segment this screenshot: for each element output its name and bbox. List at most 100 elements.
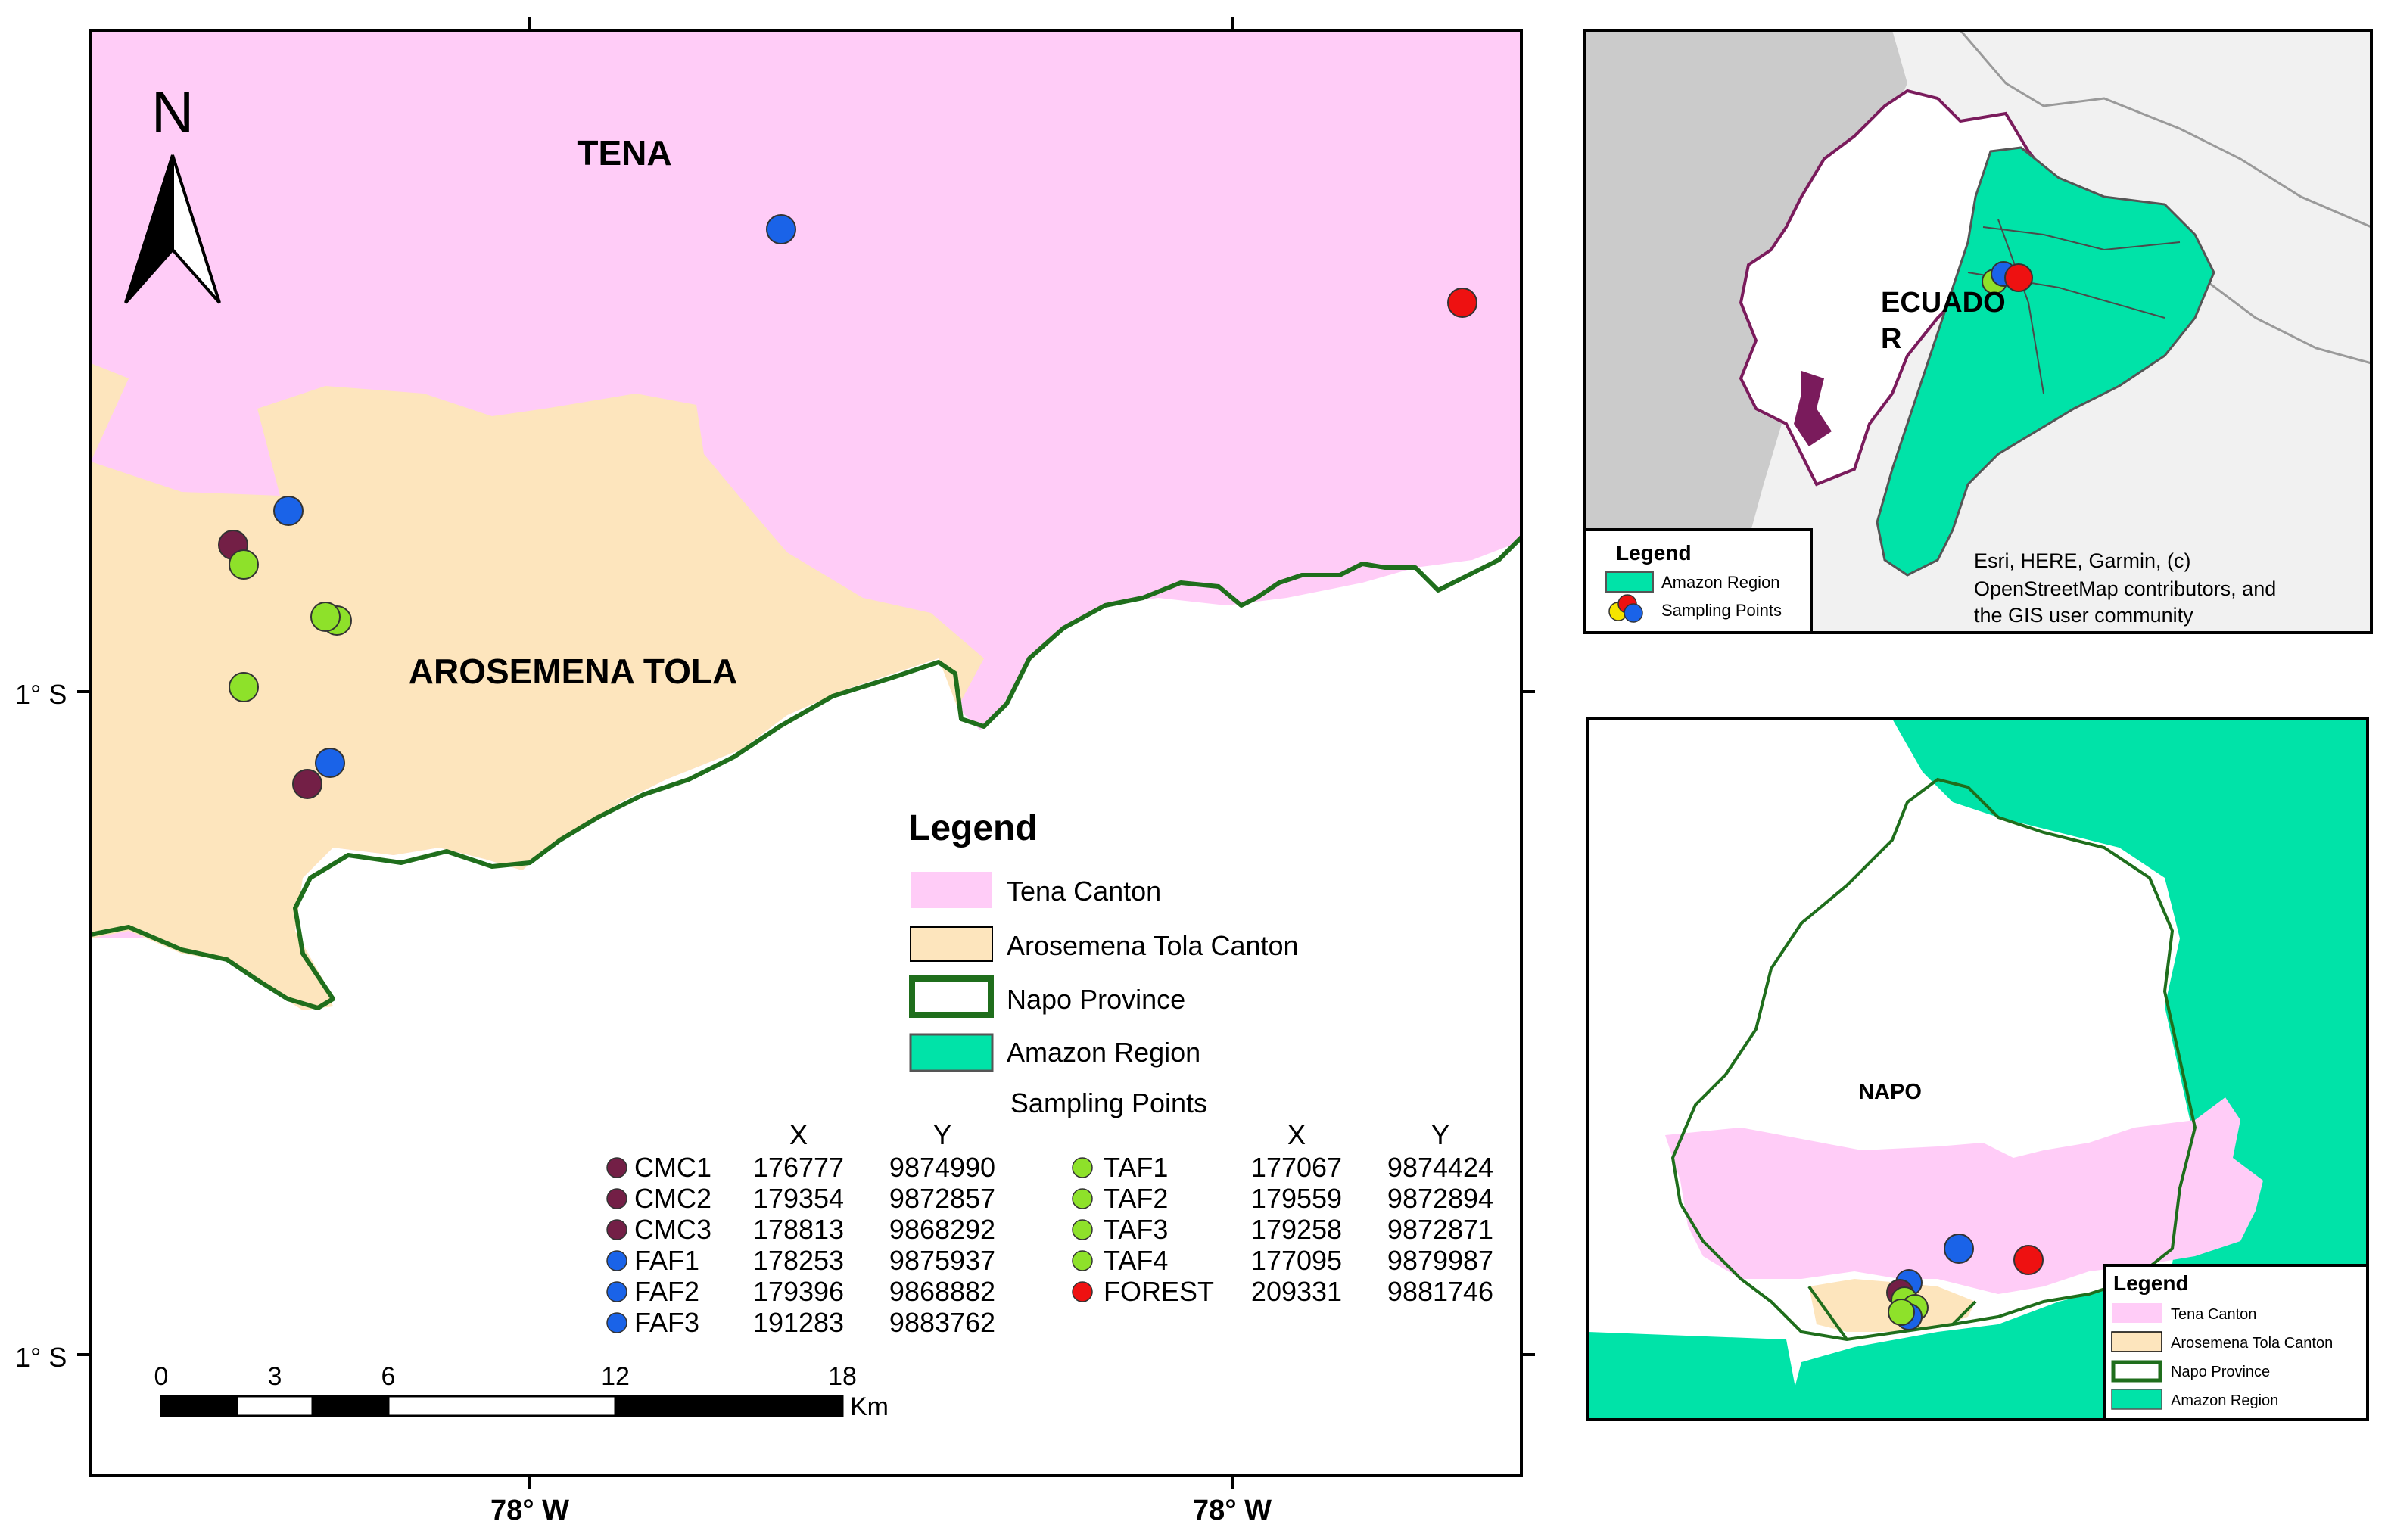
sample-point-taf1 [229,549,259,580]
tena-label: TENA [577,133,671,173]
legend-point-marker-cmc2 [606,1188,627,1209]
sample-point-faf2 [315,748,345,778]
napo-point-forest [2013,1245,2044,1275]
longitude-label-2: 78° W [1193,1495,1272,1526]
sampling-table-left: CMC1 176777 9874990 CMC2 179354 9872857 CMC3 17… [606,1152,995,1338]
ecuador-point-forest [2004,263,2033,292]
legend-point-y-cmc1: 9874990 [889,1152,995,1183]
legend-point-x-cmc2: 179354 [753,1183,844,1214]
legend-point-x-forest: 209331 [1251,1276,1342,1307]
sample-point-forest [1447,288,1477,318]
attribution-line-1: Esri, HERE, Garmin, (c) [1974,549,2191,572]
scale-tick-18: 18 [828,1362,857,1391]
legend-point-marker-faf1 [606,1250,627,1271]
legend-item-tena: Tena Canton [1007,876,1161,907]
ecuador-label: ECUADO [1881,287,2006,319]
legend-point-name-faf3: FAF3 [634,1307,699,1338]
legend-point-y-taf1: 9874424 [1387,1152,1493,1183]
legend-point-name-cmc3: CMC3 [634,1214,711,1245]
legend-point-x-faf1: 178253 [753,1245,844,1276]
legend-point-x-taf4: 177095 [1251,1245,1342,1276]
legend-point-name-cmc2: CMC2 [634,1183,711,1214]
legend-point-y-faf1: 9875937 [889,1245,995,1276]
inset-ecuador-legend-points: Sampling Points [1661,601,1782,620]
inset-napo: NAPO Legend Tena Canton Arosemena Tola C… [1586,717,2369,1421]
legend-point-marker-cmc3 [606,1219,627,1240]
column-x-right: X [1287,1119,1306,1150]
legend-point-name-faf2: FAF2 [634,1276,699,1307]
napo-point-faf3 [1944,1234,1974,1264]
scale-tick-0: 0 [154,1362,169,1391]
legend-point-marker-taf1 [1072,1157,1093,1178]
legend-point-name-cmc1: CMC1 [634,1152,711,1183]
legend-point-marker-taf3 [1072,1219,1093,1240]
legend-point-name-taf3: TAF3 [1104,1214,1168,1245]
column-y-left: Y [933,1119,951,1150]
attribution-line-3: the GIS user community [1974,604,2193,627]
legend-point-x-taf1: 177067 [1251,1152,1342,1183]
sampling-points [218,214,1477,799]
legend-point-marker-faf2 [606,1281,627,1302]
attribution-line-2: OpenStreetMap contributors, and [1974,577,2276,600]
scale-bar: 0 3 6 12 18 Km [154,1362,889,1421]
napo-inset-province-border [1670,777,2197,1342]
legend-swatch-napo [909,975,994,1018]
legend-point-name-taf2: TAF2 [1104,1183,1168,1214]
legend-point-marker-faf3 [606,1312,627,1333]
legend-swatch-arosemena [910,926,993,962]
legend-item-arosemena: Arosemena Tola Canton [1007,930,1299,961]
legend-item-amazon: Amazon Region [1007,1037,1200,1068]
inset-ecuador-legend-amazon: Amazon Region [1661,573,1780,592]
legend-point-name-taf1: TAF1 [1104,1152,1168,1183]
legend-point-x-faf3: 191283 [753,1307,844,1338]
napo-label: NAPO [1858,1080,1922,1104]
legend-point-x-cmc1: 176777 [753,1152,844,1183]
column-x-left: X [789,1119,808,1150]
legend-swatch-tena [911,872,992,908]
main-map [77,17,1535,1489]
legend-swatch-amazon [909,1033,994,1072]
inset-ecuador: ECUADO R Legend Amazon Region Sampling P… [1583,29,2373,634]
legend-item-napo: Napo Province [1007,984,1185,1015]
legend-point-y-cmc3: 9868292 [889,1214,995,1245]
scale-unit: Km [850,1392,889,1421]
latitude-label-1: 1° S [15,679,67,710]
sample-point-faf3 [766,214,796,244]
main-map-frame [89,29,1523,1477]
legend-point-y-cmc2: 9872857 [889,1183,995,1214]
legend-title: Legend [908,808,1038,848]
inset-ecuador-legend-title: Legend [1616,541,1692,565]
sampling-points-title: Sampling Points [1010,1087,1207,1118]
legend-point-y-faf2: 9868882 [889,1276,995,1307]
legend-point-marker-taf2 [1072,1188,1093,1209]
legend-point-y-faf3: 9883762 [889,1307,995,1338]
scale-tick-3: 3 [268,1362,282,1391]
legend-point-y-taf4: 9879987 [1387,1245,1493,1276]
sample-point-cmc3 [292,769,322,799]
scale-tick-6: 6 [381,1362,396,1391]
latitude-label-2: 1° S [15,1342,67,1373]
legend-point-name-faf1: FAF1 [634,1245,699,1276]
napo-tena-canton [1665,1097,2263,1294]
legend-point-marker-taf4 [1072,1250,1093,1271]
legend-point-x-taf2: 179559 [1251,1183,1342,1214]
legend-point-name-taf4: TAF4 [1104,1245,1168,1276]
legend-point-name-forest: FOREST [1104,1276,1214,1307]
sample-point-taf4 [229,672,259,702]
legend-point-y-taf2: 9872894 [1387,1183,1493,1214]
inset-napo-legend-amazon: Amazon Region [2171,1392,2278,1409]
legend-point-x-taf3: 179258 [1251,1214,1342,1245]
scale-tick-12: 12 [601,1362,630,1391]
longitude-label-1: 78° W [490,1495,569,1526]
north-arrow-icon: N [124,79,221,304]
inset-napo-legend-title: Legend [2113,1271,2189,1295]
inset-ecuador-frame [1583,29,2373,634]
inset-napo-frame [1586,717,2369,1421]
napo-province-border [90,535,1524,1010]
ecuador-label-wrap: R [1881,323,1901,355]
sampling-table-right: TAF1 177067 9874424 TAF2 179559 9872894 TAF3 17… [1072,1152,1493,1307]
legend-point-marker-forest [1072,1281,1093,1302]
legend-point-x-faf2: 179396 [753,1276,844,1307]
inset-napo-legend-tena: Tena Canton [2171,1306,2256,1323]
north-arrow-letter: N [151,79,194,145]
